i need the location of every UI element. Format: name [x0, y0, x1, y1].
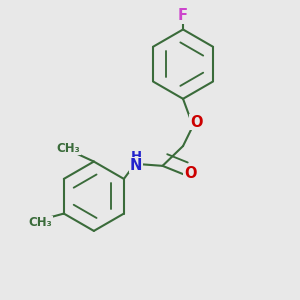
- Text: CH₃: CH₃: [57, 142, 80, 155]
- Text: H: H: [131, 150, 142, 164]
- Text: O: O: [184, 166, 197, 181]
- Text: F: F: [178, 8, 188, 23]
- Text: CH₃: CH₃: [28, 216, 52, 229]
- Text: N: N: [130, 158, 142, 173]
- Text: O: O: [190, 115, 203, 130]
